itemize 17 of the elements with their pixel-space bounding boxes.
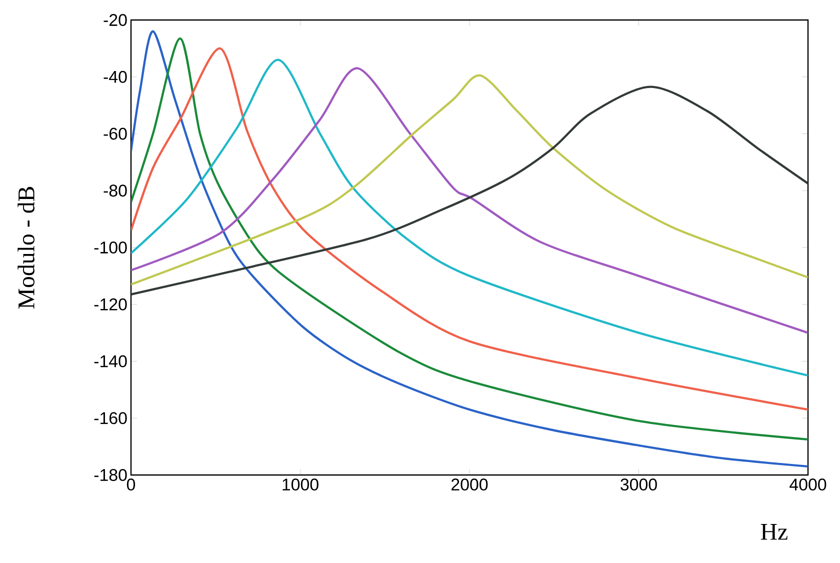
y-tick-label: -180 bbox=[94, 469, 127, 481]
y-tick-label: -100 bbox=[94, 242, 127, 254]
y-tick-label: -80 bbox=[104, 184, 127, 197]
x-axis-title: Hz bbox=[760, 524, 788, 540]
y-tick-label: -140 bbox=[94, 355, 127, 368]
x-tick-label: 2000 bbox=[452, 478, 488, 491]
line-series bbox=[131, 67, 808, 334]
y-tick-label: -160 bbox=[94, 412, 127, 424]
y-tick-label: -20 bbox=[104, 14, 127, 26]
x-tick-label: 3000 bbox=[620, 478, 657, 491]
y-axis-title: Modulo - dB bbox=[18, 186, 34, 309]
y-tick-label: -40 bbox=[104, 70, 127, 83]
x-tick-label: 1000 bbox=[282, 478, 318, 491]
x-tick-label: 4000 bbox=[790, 478, 826, 491]
y-tick-label: -120 bbox=[94, 298, 127, 310]
x-tick-label: 0 bbox=[126, 478, 136, 491]
y-tick-label: -60 bbox=[104, 128, 127, 140]
